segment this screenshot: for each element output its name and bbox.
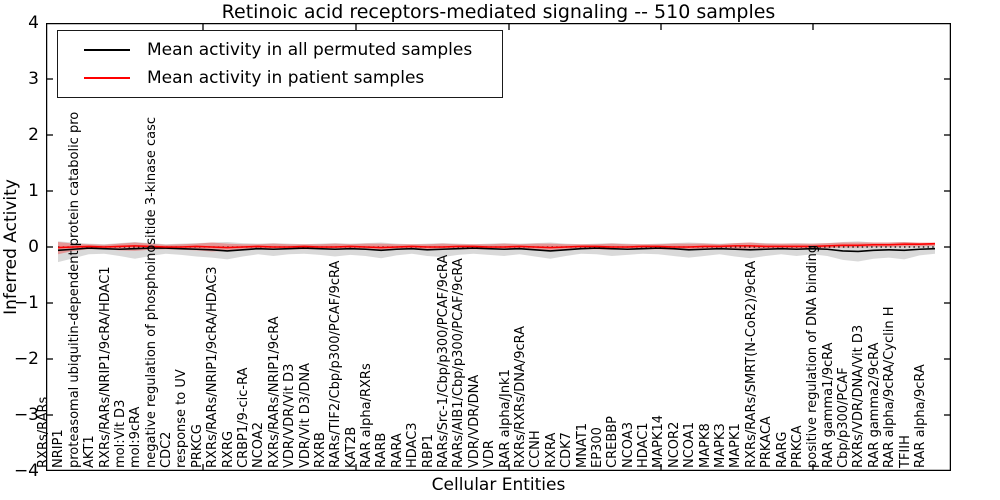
y-tick-label: −3 [13, 405, 39, 425]
y-tick-label: 4 [28, 13, 39, 33]
chart-canvas [46, 23, 951, 471]
permuted-mean-line [57, 247, 936, 253]
y-tick-label: −1 [13, 293, 39, 313]
patient-mean-line [57, 242, 936, 249]
legend-item-permuted: Mean activity in all permuted samples [84, 40, 502, 60]
y-tick-label: 2 [28, 125, 39, 145]
axis-frame [46, 23, 951, 471]
y-tick-label: −4 [13, 461, 39, 481]
chart-title: Retinoic acid receptors-mediated signali… [221, 1, 776, 23]
y-tick-label: 3 [28, 69, 39, 89]
legend-item-patient: Mean activity in patient samples [84, 68, 502, 88]
x-axis-title: Cellular Entities [431, 475, 566, 495]
y-tick-label: 1 [28, 181, 39, 201]
y-tick-label: −2 [13, 349, 39, 369]
legend: Mean activity in all permuted samples Me… [57, 30, 503, 98]
patient-band [58, 241, 935, 255]
legend-line-patient-icon [84, 77, 130, 80]
legend-line-permuted-icon [84, 48, 130, 51]
legend-label-permuted: Mean activity in all permuted samples [147, 39, 473, 60]
legend-label-patient: Mean activity in patient samples [147, 68, 425, 89]
plot-area: RXRs/RARs NRIP1 proteasomal ubiquitin-depe… [36, 23, 951, 471]
y-tick-label: 0 [28, 237, 39, 257]
